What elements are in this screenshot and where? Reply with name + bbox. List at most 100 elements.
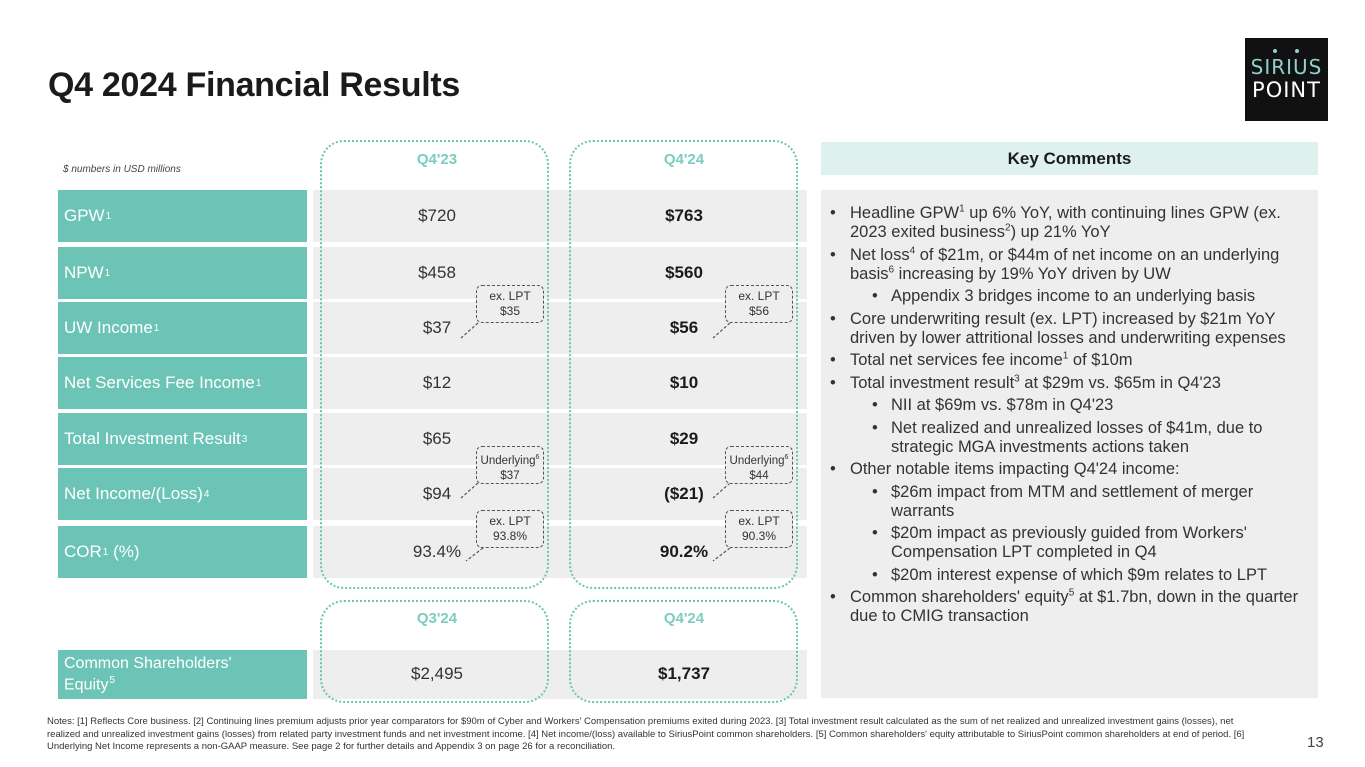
column-header-q4-24: Q4'24	[663, 151, 705, 168]
list-item: Headline GPW1 up 6% YoY, with continuing…	[828, 204, 1314, 242]
list-item: Total net services fee income1 of $10m	[828, 351, 1314, 370]
callout-uw-income-ex-lpt-q4-24: ex. LPT $56	[725, 285, 793, 323]
callout-line1: ex. LPT	[738, 289, 780, 303]
footnote-ref: 4	[909, 245, 916, 256]
row-background	[313, 413, 807, 465]
callout-line2: $35	[499, 304, 521, 318]
text: Common shareholders' equity	[850, 588, 1069, 606]
list-item: Net loss4 of $21m, or $44m of net income…	[828, 246, 1314, 284]
footnote-ref: 6	[888, 264, 895, 275]
column-header-q3-24: Q3'24	[416, 610, 458, 627]
logo-dot-icon	[1295, 49, 1299, 53]
text: increasing by 19% YoY driven by UW	[894, 264, 1171, 283]
logo-dot-icon	[1273, 49, 1277, 53]
value-cor-q4-23: 93.4%	[412, 542, 462, 561]
label-text: Net Income/(Loss)	[64, 484, 203, 503]
row-background	[313, 190, 807, 242]
callout-uw-income-ex-lpt-q4-23: ex. LPT $35	[476, 285, 544, 323]
column-outline-equity-current	[569, 600, 798, 703]
list-item: Net realized and unrealized losses of $4…	[828, 419, 1314, 457]
callout-line2: 90.3%	[741, 529, 777, 543]
list-item: Other notable items impacting Q4'24 inco…	[828, 460, 1314, 479]
value-npw-q4-24: $560	[665, 263, 703, 282]
units-note: $ numbers in USD millions	[63, 164, 181, 175]
footnote-ref: 1	[102, 546, 109, 558]
column-header-q4-24-equity: Q4'24	[663, 610, 705, 627]
value-net-services-fee-q4-24: $10	[669, 373, 699, 392]
callout-line1: Underlying6	[477, 450, 543, 469]
value-net-income-q4-24: ($21)	[664, 484, 704, 503]
text: ) up 21% YoY	[1010, 223, 1111, 241]
label-text: Net Services Fee Income	[64, 373, 255, 392]
callout-line1: ex. LPT	[738, 514, 780, 528]
row-background	[313, 357, 807, 409]
list-item: Core underwriting result (ex. LPT) incre…	[828, 310, 1314, 348]
text: of $10m	[1068, 351, 1133, 369]
label-text: NPW	[64, 263, 104, 282]
footnote-ref: 6	[535, 454, 540, 461]
footnote-ref: 5	[109, 675, 116, 687]
list-item: Total investment result3 at $29m vs. $65…	[828, 374, 1314, 393]
callout-line1: ex. LPT	[489, 514, 531, 528]
column-outline-current	[569, 140, 798, 589]
row-label-total-investment-result: Total Investment Result 3	[58, 413, 307, 465]
value-total-investment-q4-23: $65	[422, 429, 452, 448]
label-suffix: (%)	[108, 542, 140, 561]
row-label-net-services-fee-income: Net Services Fee Income 1	[58, 357, 307, 409]
callout-underlying-net-income-q4-23: Underlying6 $37	[476, 446, 544, 484]
text: at $29m vs. $65m in Q4'23	[1019, 373, 1221, 392]
value-uw-income-q4-23: $37	[422, 318, 452, 337]
value-net-income-q4-23: $94	[422, 484, 452, 503]
footnotes: Notes: [1] Reflects Core business. [2] C…	[47, 716, 1245, 752]
label-line1: Common Shareholders'	[64, 655, 232, 673]
row-background	[313, 650, 807, 699]
column-header-q4-23: Q4'23	[416, 151, 458, 168]
text: up 6% YoY, with continuing lines GPW (ex…	[850, 204, 1281, 241]
footnote-ref: 6	[784, 454, 789, 461]
row-label-net-income: Net Income/(Loss) 4	[58, 468, 307, 520]
callout-line2: 93.8%	[492, 529, 528, 543]
key-comments-list: Headline GPW1 up 6% YoY, with continuing…	[828, 204, 1314, 630]
footnote-ref: 3	[241, 433, 248, 445]
callout-line2: $56	[748, 304, 770, 318]
column-outline-prior	[320, 140, 549, 589]
row-label-gpw: GPW 1	[58, 190, 307, 242]
text: Total net services fee income	[850, 351, 1063, 369]
footnote-ref: 1	[959, 203, 965, 215]
value-uw-income-q4-24: $56	[669, 318, 699, 337]
logo-text-top: SIRIUS	[1250, 55, 1323, 79]
siriuspoint-logo: SIRIUS POINT	[1245, 38, 1328, 121]
page-title: Q4 2024 Financial Results	[48, 66, 461, 104]
text: Headline GPW	[850, 204, 960, 222]
value-npw-q4-23: $458	[418, 263, 456, 282]
callout-text: Underlying	[480, 454, 536, 467]
value-total-investment-q4-24: $29	[669, 429, 699, 448]
list-item: $20m impact as previously guided from Wo…	[828, 524, 1314, 562]
list-item: $26m impact from MTM and settlement of m…	[828, 483, 1314, 521]
value-equity-q4-24: $1,737	[658, 664, 710, 683]
footnote-ref: 4	[203, 488, 210, 500]
footnote-ref: 1	[105, 210, 112, 222]
text: Net loss	[850, 245, 910, 264]
list-item: $20m interest expense of which $9m relat…	[828, 566, 1314, 585]
row-label-uw-income: UW Income 1	[58, 302, 307, 354]
callout-underlying-net-income-q4-24: Underlying6 $44	[725, 446, 793, 484]
list-item: NII at $69m vs. $78m in Q4'23	[828, 396, 1314, 415]
text: Total investment result	[850, 373, 1015, 392]
callout-line2: $37	[500, 469, 520, 482]
label-line2: Equity	[64, 676, 109, 694]
footnote-ref: 1	[153, 322, 160, 334]
label-text: Total Investment Result	[64, 429, 241, 448]
label-text: Common Shareholders' Equity5	[64, 655, 232, 693]
row-label-cor: COR 1 (%)	[58, 526, 307, 578]
row-label-common-shareholders-equity: Common Shareholders' Equity5	[58, 650, 307, 699]
logo-text-bottom: POINT	[1252, 78, 1321, 102]
callout-cor-ex-lpt-q4-23: ex. LPT 93.8%	[476, 510, 544, 548]
text: of $21m, or $44m of net income on an und…	[850, 245, 1280, 283]
key-comments-header: Key Comments	[821, 142, 1318, 175]
value-equity-q3-24: $2,495	[411, 664, 463, 683]
page-number: 13	[1307, 734, 1324, 751]
footnote-ref: 5	[1068, 587, 1075, 599]
footnote-ref: 2	[1005, 222, 1011, 234]
callout-line2: $44	[749, 469, 769, 482]
